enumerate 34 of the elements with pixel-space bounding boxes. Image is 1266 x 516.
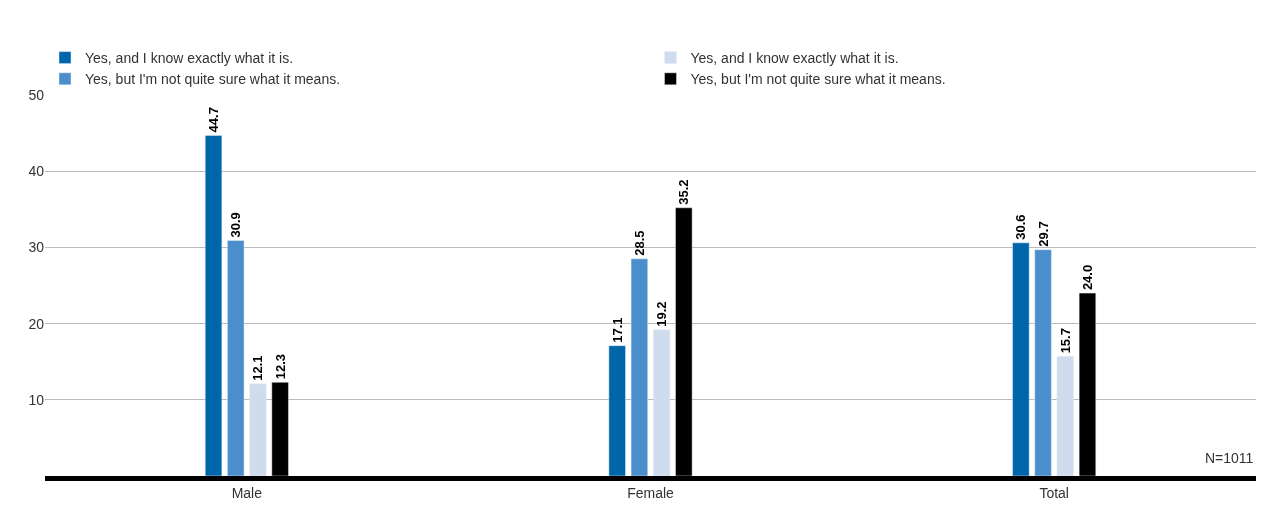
y-tick-label: 30 (28, 239, 45, 256)
bar (227, 240, 245, 476)
legend-label: Yes, but I'm not quite sure what it means. (85, 71, 341, 88)
bar (1012, 242, 1030, 476)
y-tick-label: 40 (28, 163, 45, 180)
data-label: 19.2 (654, 301, 670, 327)
data-label: 28.5 (631, 230, 647, 256)
legend-label: Yes, and I know exactly what it is. (85, 50, 294, 67)
bar (608, 345, 626, 476)
bar (630, 258, 648, 476)
y-tick-label: 50 (28, 86, 45, 103)
data-label: 12.1 (250, 355, 266, 381)
x-tick-label: Female (627, 484, 675, 501)
data-label: 17.1 (609, 317, 625, 343)
bar (1034, 249, 1052, 476)
data-label: 15.7 (1057, 328, 1073, 354)
bar (249, 383, 267, 476)
annotation: N=1011 (1205, 450, 1254, 466)
data-label: 30.9 (228, 212, 244, 238)
y-tick-label: 20 (28, 315, 45, 332)
data-label: 44.7 (206, 107, 222, 133)
data-label: 29.7 (1035, 221, 1051, 247)
data-label: 24.0 (1079, 264, 1095, 291)
bar (1056, 356, 1074, 476)
legend-label: Yes, but I'm not quite sure what it means. (690, 71, 946, 88)
y-tick-label: 10 (28, 391, 45, 408)
data-label: 35.2 (676, 179, 692, 205)
bar (204, 135, 223, 476)
data-label: 12.3 (272, 353, 288, 380)
legend-label: Yes, and I know exactly what it is. (690, 50, 899, 67)
x-tick-label: Total (1039, 484, 1069, 501)
bar (653, 329, 671, 476)
x-tick-label: Male (231, 484, 263, 501)
data-label: 30.6 (1013, 214, 1029, 240)
